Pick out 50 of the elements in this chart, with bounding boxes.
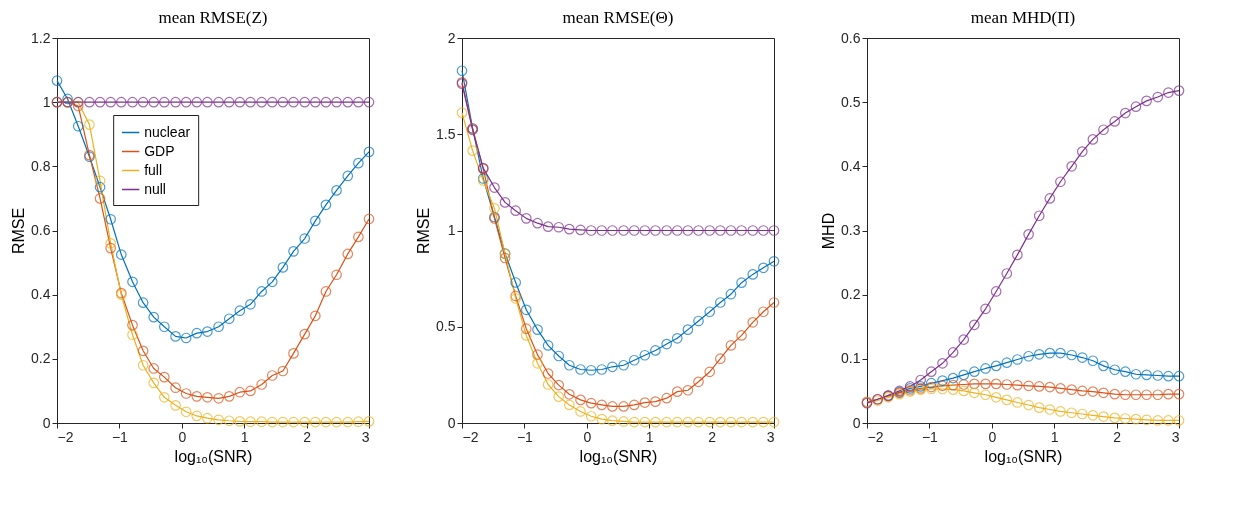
y-axis-title: MHD <box>820 212 838 250</box>
x-tick-label: 1 <box>1050 428 1059 445</box>
y-tick-label: 1.2 <box>31 29 51 46</box>
x-tick-label: 3 <box>361 428 370 445</box>
x-tick-label: −2 <box>57 428 74 445</box>
x-tick-label: 0 <box>988 428 997 445</box>
y-tick-label: 1.5 <box>436 125 456 142</box>
x-tick-label: 2 <box>1113 428 1122 445</box>
y-tick-label: 1 <box>447 222 456 238</box>
y-axis-title: RMSE <box>10 207 28 255</box>
y-tick-label: 0.8 <box>31 157 51 174</box>
x-tick-label: −1 <box>516 428 534 445</box>
x-axis-title: log₁₀(SNR) <box>984 447 1063 465</box>
x-axis-title: log₁₀(SNR) <box>174 447 253 465</box>
y-tick-label: 0.4 <box>841 157 861 174</box>
chart-title: mean RMSE(Z) <box>158 8 268 27</box>
y-tick-label: 0.6 <box>841 29 861 46</box>
x-tick-label: 3 <box>766 428 775 445</box>
x-tick-label: 2 <box>303 428 312 445</box>
y-tick-label: 1 <box>42 93 51 110</box>
y-tick-label: 0.4 <box>31 286 51 303</box>
y-tick-label: 2 <box>447 29 456 46</box>
x-tick-label: 1 <box>645 428 654 445</box>
y-tick-label: 0.3 <box>841 222 861 238</box>
y-tick-label: 0.5 <box>841 93 861 110</box>
legend-label: null <box>144 180 166 197</box>
x-axis-title: log₁₀(SNR) <box>579 447 658 465</box>
legend-label: full <box>144 161 163 178</box>
x-tick-label: −1 <box>921 428 939 445</box>
y-axis-title: RMSE <box>415 207 433 255</box>
legend-label: nuclear <box>144 123 191 140</box>
x-tick-label: 1 <box>240 428 249 445</box>
y-tick-label: 0 <box>852 414 861 431</box>
y-tick-label: 0 <box>447 414 456 431</box>
chart-title: mean MHD(Π) <box>970 8 1076 27</box>
y-tick-label: 0 <box>42 414 51 431</box>
legend-label: GDP <box>144 142 175 159</box>
x-tick-label: 2 <box>708 428 717 445</box>
y-tick-label: 0.5 <box>436 318 456 335</box>
y-tick-label: 0.2 <box>31 350 51 367</box>
chart-title: mean RMSE(Θ) <box>562 8 674 27</box>
y-tick-label: 0.2 <box>841 286 861 303</box>
x-tick-label: −1 <box>111 428 129 445</box>
y-tick-label: 0.1 <box>841 350 861 367</box>
y-tick-label: 0.6 <box>31 222 51 238</box>
x-tick-label: 0 <box>178 428 187 445</box>
x-tick-label: −2 <box>462 428 479 445</box>
x-tick-label: 0 <box>583 428 592 445</box>
x-tick-label: 3 <box>1171 428 1180 445</box>
x-tick-label: −2 <box>867 428 884 445</box>
